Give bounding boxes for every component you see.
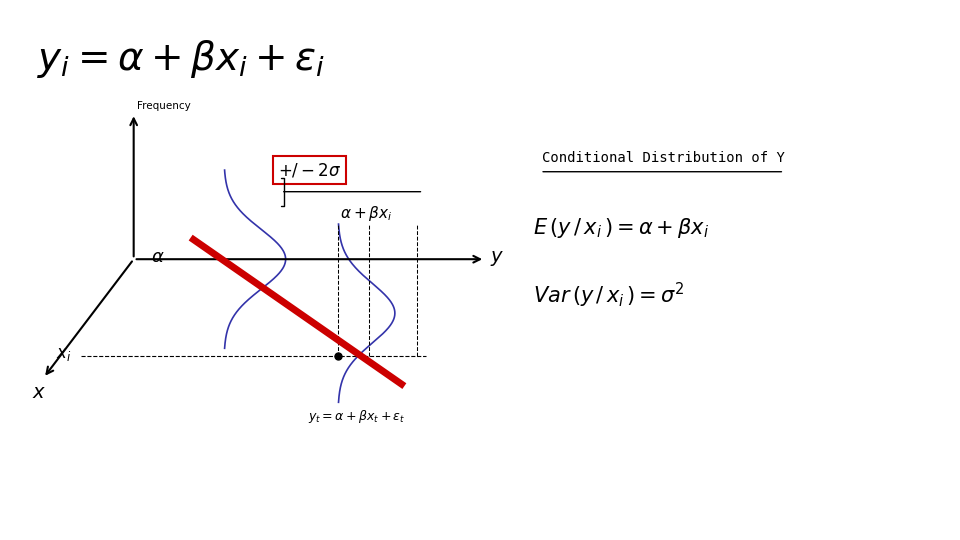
Text: Frequency: Frequency <box>137 100 191 111</box>
Text: $y_t = \alpha + \beta x_t + \varepsilon_t$: $y_t = \alpha + \beta x_t + \varepsilon_… <box>308 408 405 424</box>
Text: $y_i = \alpha + \beta x_i + \varepsilon_i$: $y_i = \alpha + \beta x_i + \varepsilon_… <box>37 38 325 80</box>
Text: $y$: $y$ <box>490 248 504 268</box>
Text: Conditional Distribution of Y: Conditional Distribution of Y <box>542 151 785 165</box>
Text: $x$: $x$ <box>32 383 46 402</box>
Text: $E\,(y\,/\,x_i\,)= \alpha + \beta x_i$: $E\,(y\,/\,x_i\,)= \alpha + \beta x_i$ <box>533 216 708 240</box>
Text: $+/-2\sigma$: $+/-2\sigma$ <box>277 161 341 179</box>
Text: $\alpha$: $\alpha$ <box>151 248 164 266</box>
Text: $Var\,(y\,/\,x_i\,)= \sigma^2$: $Var\,(y\,/\,x_i\,)= \sigma^2$ <box>533 281 684 310</box>
Text: $x_i$: $x_i$ <box>57 345 72 363</box>
Text: $\alpha + \beta x_i$: $\alpha + \beta x_i$ <box>340 204 393 223</box>
